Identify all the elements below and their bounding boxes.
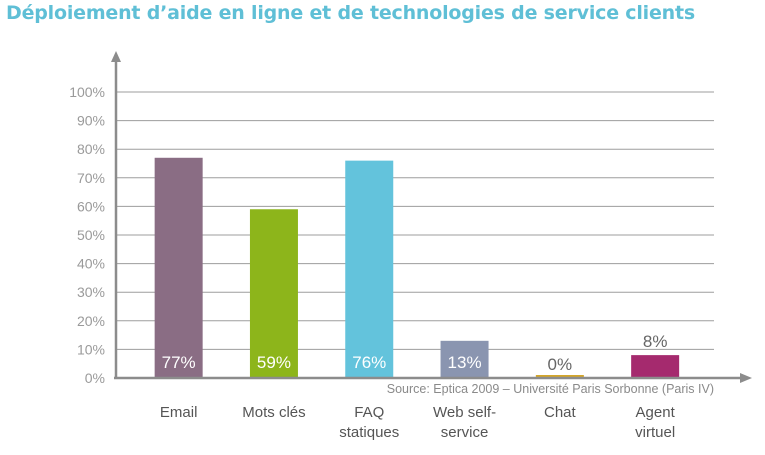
y-tick-label: 20% [77, 313, 105, 329]
data-label: 76% [352, 353, 386, 372]
chart-title: Déploiement d’aide en ligne et de techno… [6, 2, 695, 24]
data-label: 77% [162, 353, 196, 372]
bar [535, 375, 584, 378]
x-tick-label: Chat [544, 404, 577, 421]
y-tick-label: 90% [77, 113, 105, 129]
data-label: 59% [257, 353, 291, 372]
bar [249, 209, 298, 378]
x-tick-label: service [441, 424, 489, 441]
x-tick-label: statiques [339, 424, 399, 441]
data-label: 13% [448, 353, 482, 372]
bar [440, 340, 489, 378]
source-note: Source: Eptica 2009 – Université Paris S… [387, 382, 714, 396]
data-label: 0% [548, 355, 573, 374]
x-tick-label: Email [160, 404, 198, 421]
y-tick-label: 30% [77, 284, 105, 300]
x-tick-label: virtuel [635, 424, 675, 441]
bar [345, 160, 394, 378]
y-tick-label: 0% [85, 370, 105, 386]
x-tick-label: Web self- [433, 404, 496, 421]
y-tick-label: 60% [77, 198, 105, 214]
x-axis-arrow [740, 373, 752, 383]
x-tick-label: Agent [636, 404, 676, 421]
y-tick-label: 100% [69, 84, 105, 100]
x-tick-label: FAQ [354, 404, 384, 421]
x-tick-label: Mots clés [242, 404, 305, 421]
y-tick-label: 70% [77, 170, 105, 186]
bar [631, 355, 680, 378]
data-label: 8% [643, 332, 668, 351]
y-axis-arrow [111, 51, 121, 62]
y-tick-label: 50% [77, 227, 105, 243]
bar [154, 157, 203, 378]
y-tick-label: 80% [77, 141, 105, 157]
y-tick-label: 10% [77, 341, 105, 357]
y-tick-label: 40% [77, 256, 105, 272]
